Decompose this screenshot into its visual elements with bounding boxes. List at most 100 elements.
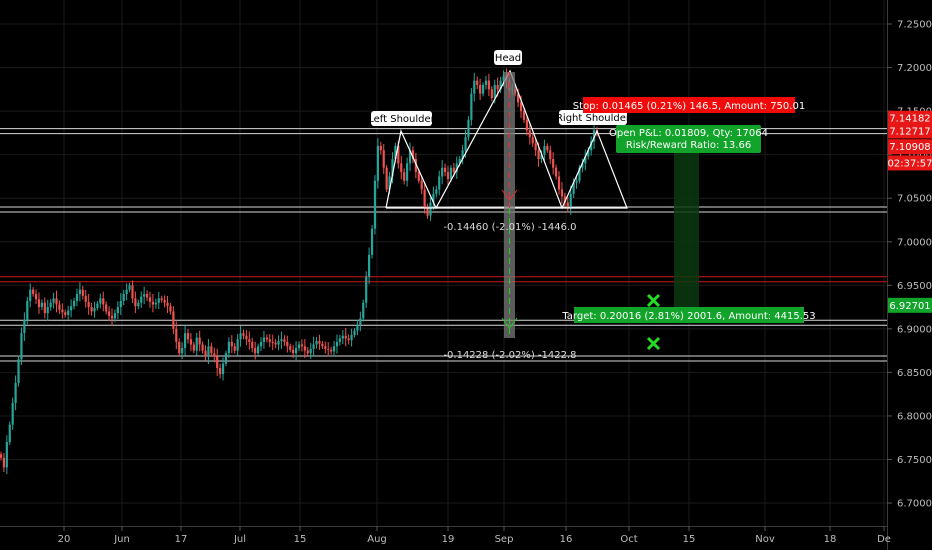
candle	[43, 297, 46, 319]
svg-text:6.92701: 6.92701	[889, 301, 930, 312]
candle	[210, 342, 213, 357]
candle	[52, 292, 55, 309]
candle	[254, 341, 257, 360]
candle	[379, 141, 382, 155]
candle	[277, 335, 280, 351]
candle	[166, 295, 169, 313]
candle	[286, 335, 289, 353]
horizontal-level[interactable]	[0, 355, 887, 362]
candle	[417, 169, 420, 184]
candle	[341, 330, 344, 345]
candle	[581, 158, 584, 173]
pattern-outline[interactable]	[385, 69, 628, 210]
candle	[557, 171, 561, 195]
candle	[514, 86, 517, 97]
x-tick-label: Jul	[233, 534, 246, 545]
y-tick-label: 6.85000	[897, 368, 932, 379]
candle	[528, 122, 531, 145]
candle	[405, 157, 409, 187]
candle	[148, 291, 152, 308]
candle	[441, 159, 444, 185]
y-tick-label: 7.25000	[897, 20, 932, 31]
candle	[145, 290, 149, 302]
candle	[476, 76, 479, 90]
candle	[137, 299, 140, 310]
candle	[81, 285, 84, 300]
candle	[125, 283, 128, 301]
svg-text:Head: Head	[495, 53, 521, 64]
candle	[102, 291, 105, 312]
candle	[119, 293, 122, 315]
candle	[479, 78, 482, 100]
horizontal-levels[interactable]	[0, 128, 887, 362]
candle	[356, 319, 359, 336]
svg-text:7.10908: 7.10908	[889, 142, 930, 153]
candle	[543, 139, 546, 161]
candle	[154, 298, 157, 309]
head-and-shoulders-pattern[interactable]: Left Shoulder Head Right Shoulder	[368, 50, 631, 210]
candle	[116, 301, 119, 319]
candle	[72, 297, 76, 310]
candle	[362, 299, 365, 322]
x-tick-label: Aug	[367, 534, 387, 545]
svg-text:Target: 0.20016 (2.81%) 2001.6: Target: 0.20016 (2.81%) 2001.6, Amount: …	[561, 311, 815, 322]
candle	[569, 186, 572, 215]
price-axis-label: 7.12717	[888, 123, 932, 139]
measure-arrow-down-icon	[501, 189, 518, 201]
x-tick-label: 20	[58, 534, 71, 545]
candle	[245, 330, 248, 346]
candle	[110, 308, 114, 326]
candle	[315, 336, 318, 349]
right-shoulder-label: Right Shoulder	[556, 110, 631, 125]
candle	[37, 292, 41, 314]
candle	[590, 136, 593, 156]
candle	[192, 341, 195, 354]
candle	[353, 327, 356, 338]
candle	[248, 331, 251, 350]
candle	[213, 347, 216, 363]
candle	[107, 306, 111, 322]
candle	[321, 341, 324, 349]
candle	[330, 346, 333, 355]
y-tick-label: 6.80000	[897, 411, 932, 422]
candle	[400, 156, 403, 180]
x-tick-label: 18	[824, 534, 837, 545]
candle	[531, 133, 534, 147]
candle	[99, 293, 102, 309]
time-axis[interactable]: 20 Jun 17 Jul 15 Aug 19 Sep 16 Oct 15 Nov 18 De	[58, 526, 891, 545]
svg-text:Open P&L: 0.01809, Qty: 17064: Open P&L: 0.01809, Qty: 17064	[609, 128, 768, 139]
candle	[140, 291, 143, 308]
candle	[75, 288, 79, 307]
horizontal-level[interactable]	[0, 206, 887, 213]
candle	[236, 334, 239, 356]
long-position-tool[interactable]: Stop: 0.01465 (0.21%) 146.5, Amount: 750…	[561, 97, 816, 323]
measure-tool[interactable]: -0.14460 (-2.01%) -1446.0 -0.14228 (-2.0…	[443, 72, 577, 361]
candle	[242, 329, 245, 340]
candle	[318, 334, 321, 350]
candle	[172, 306, 175, 335]
candle	[163, 295, 166, 308]
candle	[552, 152, 555, 175]
svg-text:Right Shoulder: Right Shoulder	[556, 113, 631, 124]
price-axis-label: 6.92701	[888, 297, 932, 313]
candle	[189, 333, 193, 351]
y-tick-label: 7.20000	[897, 63, 932, 74]
candle	[347, 334, 350, 345]
candle	[446, 165, 450, 186]
candle	[195, 332, 198, 356]
candle	[58, 300, 61, 314]
candle	[382, 144, 385, 174]
candle	[221, 357, 225, 381]
candle	[262, 330, 266, 349]
candle	[201, 341, 204, 354]
svg-text:7.12717: 7.12717	[889, 126, 930, 137]
grid	[0, 0, 887, 526]
candle	[294, 341, 298, 361]
candle	[435, 185, 438, 198]
candle	[332, 341, 336, 357]
horizontal-level[interactable]	[0, 276, 887, 283]
y-tick-label: 6.70000	[897, 499, 932, 510]
y-tick-label: 7.00000	[897, 237, 932, 248]
